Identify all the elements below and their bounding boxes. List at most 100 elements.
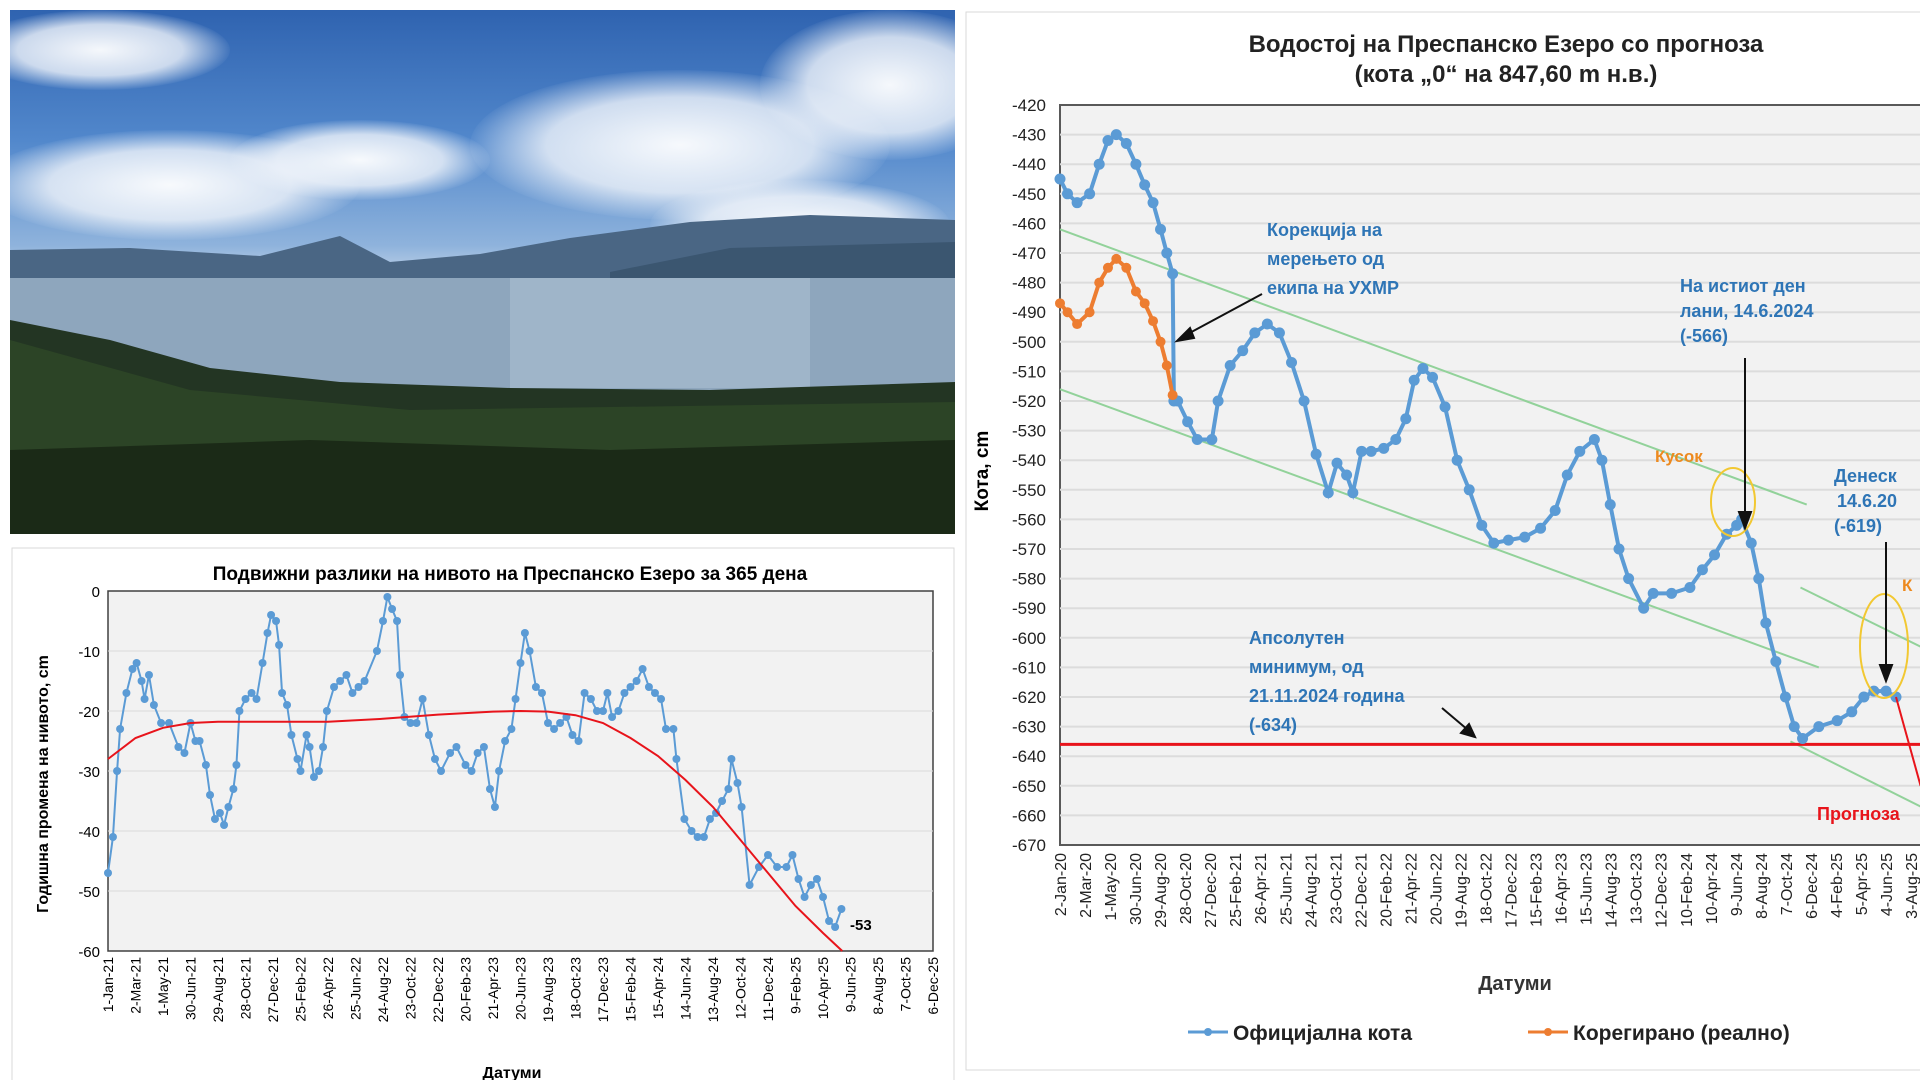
y-tick-label: -430 xyxy=(1012,126,1046,145)
lake-landscape-photo xyxy=(10,10,955,534)
data-point xyxy=(383,593,392,601)
data-point xyxy=(1161,360,1172,371)
data-point xyxy=(314,767,323,775)
data-point xyxy=(574,737,583,745)
y-tick-label: -510 xyxy=(1012,362,1046,381)
y-tick-label: -60 xyxy=(78,944,100,961)
data-point xyxy=(372,647,381,655)
x-tick-label: 18-Oct-22 xyxy=(1479,853,1496,924)
data-point xyxy=(1813,721,1825,733)
data-point xyxy=(1463,484,1475,496)
x-tick-label: 9-Jun-25 xyxy=(843,957,859,1012)
data-point xyxy=(1588,433,1600,445)
data-point xyxy=(116,725,125,733)
data-point xyxy=(1102,262,1113,273)
minimum-note-line4: (-634) xyxy=(1249,715,1297,735)
last-year-note-line1: На истиот ден xyxy=(1680,276,1806,296)
x-tick-label: 13-Aug-24 xyxy=(705,957,721,1023)
x-tick-label: 26-Apr-21 xyxy=(1253,853,1270,924)
data-point xyxy=(210,815,219,823)
y-tick-label: -450 xyxy=(1012,185,1046,204)
data-point xyxy=(229,785,238,793)
data-point xyxy=(1084,188,1096,200)
data-point xyxy=(1322,487,1334,499)
data-point xyxy=(1709,549,1721,561)
data-point xyxy=(104,869,112,877)
y-tick-label: -580 xyxy=(1012,570,1046,589)
data-point xyxy=(1331,457,1343,469)
trend-channel-line xyxy=(1059,388,1820,669)
data-point xyxy=(1488,537,1500,549)
data-point xyxy=(812,875,821,883)
data-point xyxy=(1549,505,1561,517)
x-tick-label: 10-Feb-24 xyxy=(1679,853,1696,927)
x-tick-label: 1-May-20 xyxy=(1103,853,1120,921)
data-point xyxy=(556,719,565,727)
data-point xyxy=(1182,416,1194,428)
data-point xyxy=(1613,543,1625,555)
legend-item-official[interactable]: Официјална кота xyxy=(1188,1022,1412,1045)
data-point xyxy=(293,755,302,763)
right-gridlines xyxy=(1060,133,1920,817)
data-point xyxy=(1880,685,1892,697)
y-tick-label: -20 xyxy=(78,704,100,721)
data-point xyxy=(507,725,516,733)
data-point xyxy=(437,767,446,775)
trend-channel-line xyxy=(1800,586,1920,648)
last-year-note-line2: лани, 14.6.2024 xyxy=(1680,301,1813,321)
data-point xyxy=(644,683,653,691)
x-tick-label: 1-Jan-21 xyxy=(100,957,116,1012)
data-point xyxy=(113,767,122,775)
data-point xyxy=(1831,715,1843,727)
data-point xyxy=(336,677,345,685)
x-tick-label: 5-Apr-25 xyxy=(1854,853,1871,915)
data-point xyxy=(1519,531,1531,543)
data-point xyxy=(773,863,782,871)
data-point xyxy=(490,803,499,811)
data-point xyxy=(424,731,433,739)
data-point xyxy=(712,809,721,817)
y-tick-label: -460 xyxy=(1012,214,1046,233)
data-point xyxy=(287,731,296,739)
right-plot-area xyxy=(1059,104,1920,846)
x-tick-label: 15-Apr-24 xyxy=(650,957,666,1019)
data-point xyxy=(724,785,733,793)
data-point xyxy=(258,659,267,667)
x-tick-label: 13-Oct-23 xyxy=(1629,853,1646,924)
x-tick-label: 25-Feb-21 xyxy=(1228,853,1245,927)
minimum-note-line3: 21.11.2024 година xyxy=(1249,686,1405,706)
data-point xyxy=(831,923,840,931)
data-point xyxy=(1647,587,1659,599)
data-point xyxy=(782,863,791,871)
data-point xyxy=(1365,445,1377,457)
data-point xyxy=(322,707,331,715)
data-point xyxy=(232,761,241,769)
x-tick-label: 14-Aug-23 xyxy=(1604,853,1621,928)
data-point xyxy=(348,689,357,697)
data-point xyxy=(1666,587,1678,599)
data-point xyxy=(461,761,470,769)
data-point xyxy=(661,725,670,733)
x-tick-label: 20-Jun-23 xyxy=(513,957,529,1020)
data-point xyxy=(650,689,659,697)
x-tick-label: 27-Dec-20 xyxy=(1203,853,1220,928)
left-x-axis-label: Датуми xyxy=(483,1065,542,1080)
data-point xyxy=(1378,442,1390,454)
data-point xyxy=(1054,173,1066,185)
data-point xyxy=(305,743,314,751)
data-point xyxy=(1638,602,1650,614)
data-point xyxy=(603,689,612,697)
data-point xyxy=(1408,374,1420,386)
data-point xyxy=(206,791,215,799)
data-point xyxy=(788,851,797,859)
data-point xyxy=(1161,247,1173,259)
x-tick-label: 8-Aug-25 xyxy=(870,957,886,1015)
x-tick-label: 12-Dec-23 xyxy=(1654,853,1671,928)
legend-item-corrected[interactable]: Корегирано (реално) xyxy=(1528,1022,1790,1045)
y-tick-label: -470 xyxy=(1012,244,1046,263)
data-point xyxy=(1760,617,1772,629)
data-point xyxy=(1439,401,1451,413)
cloud xyxy=(760,10,955,160)
data-point xyxy=(806,881,815,889)
data-point xyxy=(544,719,552,727)
